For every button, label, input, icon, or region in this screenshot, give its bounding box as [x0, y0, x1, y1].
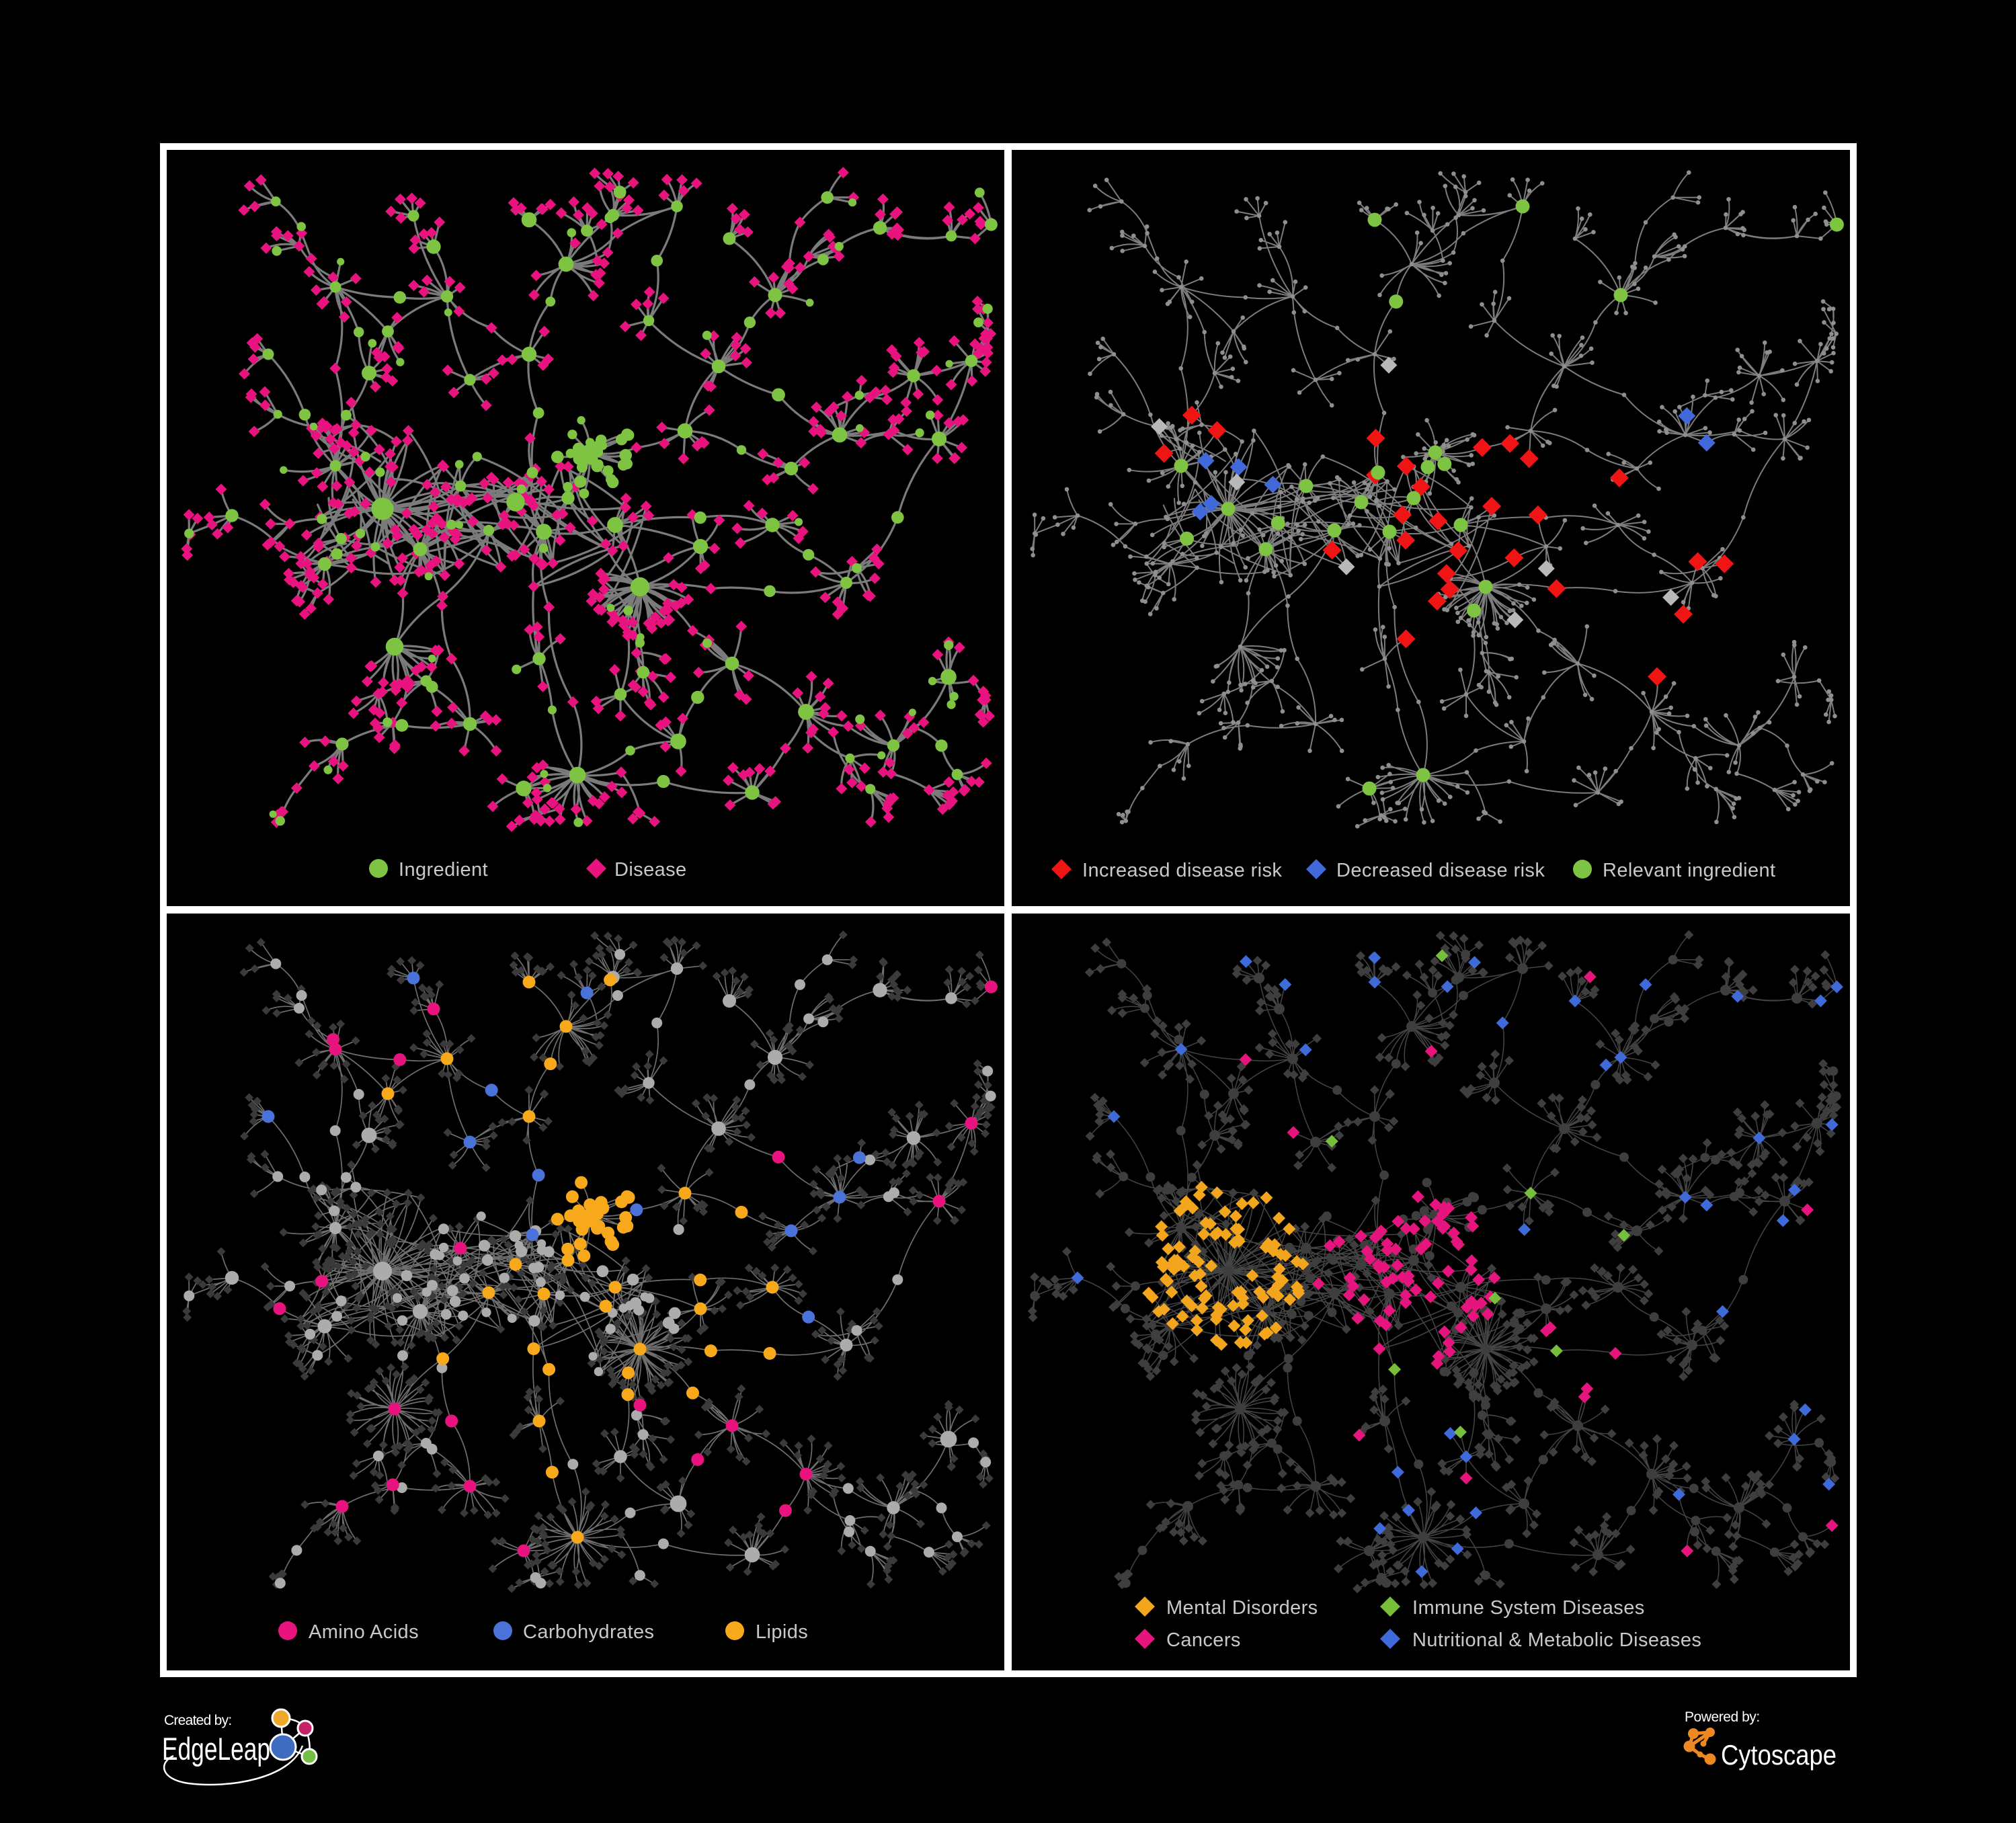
svg-text:EdgeLeap: EdgeLeap — [162, 1731, 270, 1767]
svg-text:Nutritional & Metabolic Diseas: Nutritional & Metabolic Diseases — [1412, 1629, 1701, 1651]
svg-text:Powered by:: Powered by: — [1685, 1709, 1761, 1725]
svg-text:Ingredient: Ingredient — [399, 859, 488, 881]
svg-text:Carbohydrates: Carbohydrates — [523, 1621, 654, 1643]
svg-text:Increased disease risk: Increased disease risk — [1082, 860, 1282, 881]
svg-text:Created by:: Created by: — [164, 1713, 233, 1728]
svg-text:Disease: Disease — [614, 859, 687, 881]
svg-text:Amino Acids: Amino Acids — [309, 1621, 419, 1643]
svg-text:Immune System Diseases: Immune System Diseases — [1412, 1597, 1645, 1619]
svg-text:Mental Disorders: Mental Disorders — [1166, 1597, 1318, 1619]
svg-text:Lipids: Lipids — [756, 1621, 808, 1643]
svg-text:Cytoscape: Cytoscape — [1721, 1739, 1837, 1771]
svg-text:Cancers: Cancers — [1166, 1629, 1241, 1651]
svg-text:Relevant ingredient: Relevant ingredient — [1603, 860, 1775, 881]
svg-text:Decreased disease risk: Decreased disease risk — [1336, 860, 1545, 881]
